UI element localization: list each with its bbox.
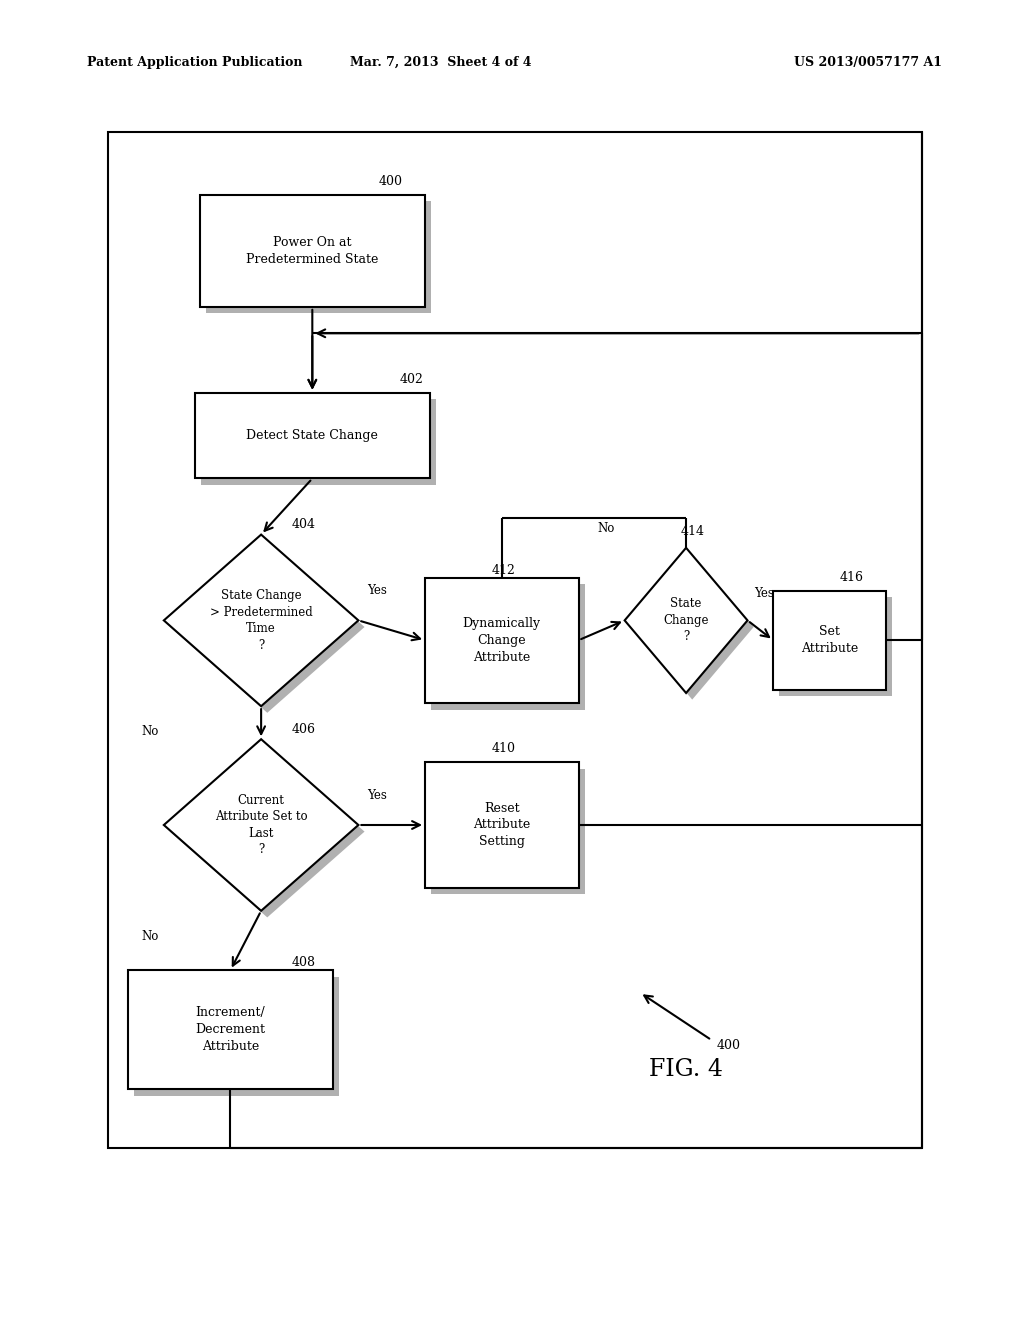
FancyBboxPatch shape	[128, 970, 333, 1089]
Text: US 2013/0057177 A1: US 2013/0057177 A1	[794, 55, 942, 69]
Text: Patent Application Publication: Patent Application Publication	[87, 55, 302, 69]
Text: State Change
> Predetermined
Time
?: State Change > Predetermined Time ?	[210, 589, 312, 652]
Text: Power On at
Predetermined State: Power On at Predetermined State	[246, 236, 379, 265]
Text: No: No	[597, 521, 614, 535]
FancyBboxPatch shape	[425, 763, 579, 887]
Text: 408: 408	[292, 956, 315, 969]
Text: No: No	[141, 929, 159, 942]
Text: 402: 402	[399, 372, 423, 385]
Text: 400: 400	[379, 174, 402, 187]
Polygon shape	[164, 739, 358, 911]
Text: Detect State Change: Detect State Change	[247, 429, 378, 442]
Text: 400: 400	[717, 1039, 740, 1052]
Polygon shape	[170, 746, 365, 917]
Text: 410: 410	[492, 742, 515, 755]
FancyBboxPatch shape	[431, 583, 585, 710]
Text: Mar. 7, 2013  Sheet 4 of 4: Mar. 7, 2013 Sheet 4 of 4	[349, 55, 531, 69]
Text: 406: 406	[292, 722, 315, 735]
Text: FIG. 4: FIG. 4	[649, 1057, 723, 1081]
Text: 414: 414	[681, 524, 705, 537]
Text: Increment/
Decrement
Attribute: Increment/ Decrement Attribute	[196, 1006, 265, 1053]
FancyBboxPatch shape	[773, 591, 886, 689]
Text: 412: 412	[492, 564, 515, 577]
FancyBboxPatch shape	[200, 195, 425, 306]
FancyBboxPatch shape	[425, 578, 579, 702]
Text: 404: 404	[292, 517, 315, 531]
Text: State
Change
?: State Change ?	[664, 598, 709, 643]
FancyBboxPatch shape	[134, 977, 339, 1096]
Text: Reset
Attribute
Setting: Reset Attribute Setting	[473, 801, 530, 849]
FancyBboxPatch shape	[779, 597, 892, 697]
FancyBboxPatch shape	[195, 392, 430, 478]
Polygon shape	[170, 541, 365, 713]
Polygon shape	[625, 548, 748, 693]
FancyBboxPatch shape	[201, 399, 436, 484]
Text: Yes: Yes	[367, 583, 386, 597]
Polygon shape	[631, 554, 754, 700]
Polygon shape	[164, 535, 358, 706]
Text: Yes: Yes	[367, 788, 386, 801]
FancyBboxPatch shape	[206, 201, 431, 313]
Text: No: No	[141, 725, 159, 738]
Text: Current
Attribute Set to
Last
?: Current Attribute Set to Last ?	[215, 793, 307, 857]
Text: Set
Attribute: Set Attribute	[801, 626, 858, 655]
Text: Dynamically
Change
Attribute: Dynamically Change Attribute	[463, 616, 541, 664]
Text: 416: 416	[840, 570, 863, 583]
FancyBboxPatch shape	[431, 768, 585, 895]
Text: Yes: Yes	[754, 586, 773, 599]
